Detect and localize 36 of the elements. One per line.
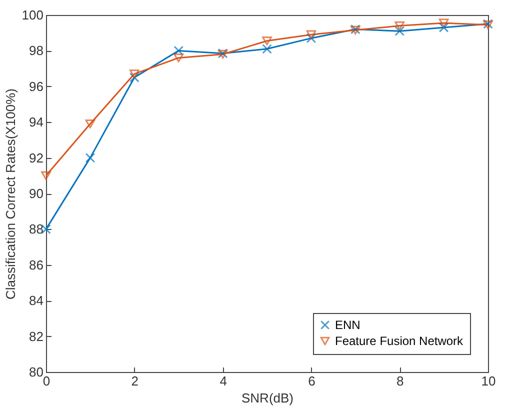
y-tick-label: 98	[29, 43, 44, 58]
y-tick-label: 80	[29, 364, 44, 380]
x-tick-label: 2	[131, 374, 139, 388]
point	[85, 120, 96, 128]
point	[306, 30, 316, 40]
y-axis-title: Classification Correct Rates(X100%)	[2, 88, 18, 300]
y-tick-label: 100	[22, 8, 44, 22]
point	[129, 72, 140, 82]
x-axis-title: SNR(dB)	[241, 390, 294, 406]
legend-label: ENN	[335, 318, 360, 332]
point	[262, 36, 272, 46]
point	[129, 70, 140, 78]
x-tick-label: 0	[42, 374, 50, 388]
x-tick-label: 10	[481, 374, 496, 388]
y-tick-label: 90	[29, 186, 44, 201]
point	[174, 46, 184, 56]
y-tick-label: 82	[29, 328, 44, 344]
point	[394, 26, 405, 36]
point	[85, 152, 96, 163]
x-tick-label: 4	[220, 374, 227, 388]
x-tick-label: 6	[308, 374, 316, 388]
x-tick-label: 8	[396, 374, 404, 388]
y-tick-label: 96	[29, 78, 44, 94]
point	[438, 18, 449, 28]
point	[174, 53, 184, 62]
y-tick-label: 84	[29, 293, 44, 308]
point	[306, 33, 316, 44]
legend-label: Feature Fusion Network	[335, 334, 464, 348]
y-tick-label: 88	[29, 222, 44, 237]
point	[262, 44, 272, 54]
y-tick-label: 94	[29, 114, 44, 130]
point	[438, 22, 449, 32]
point	[394, 21, 405, 30]
y-tick-label: 86	[29, 257, 44, 272]
y-tick-label: 92	[29, 150, 44, 166]
point	[41, 171, 51, 180]
